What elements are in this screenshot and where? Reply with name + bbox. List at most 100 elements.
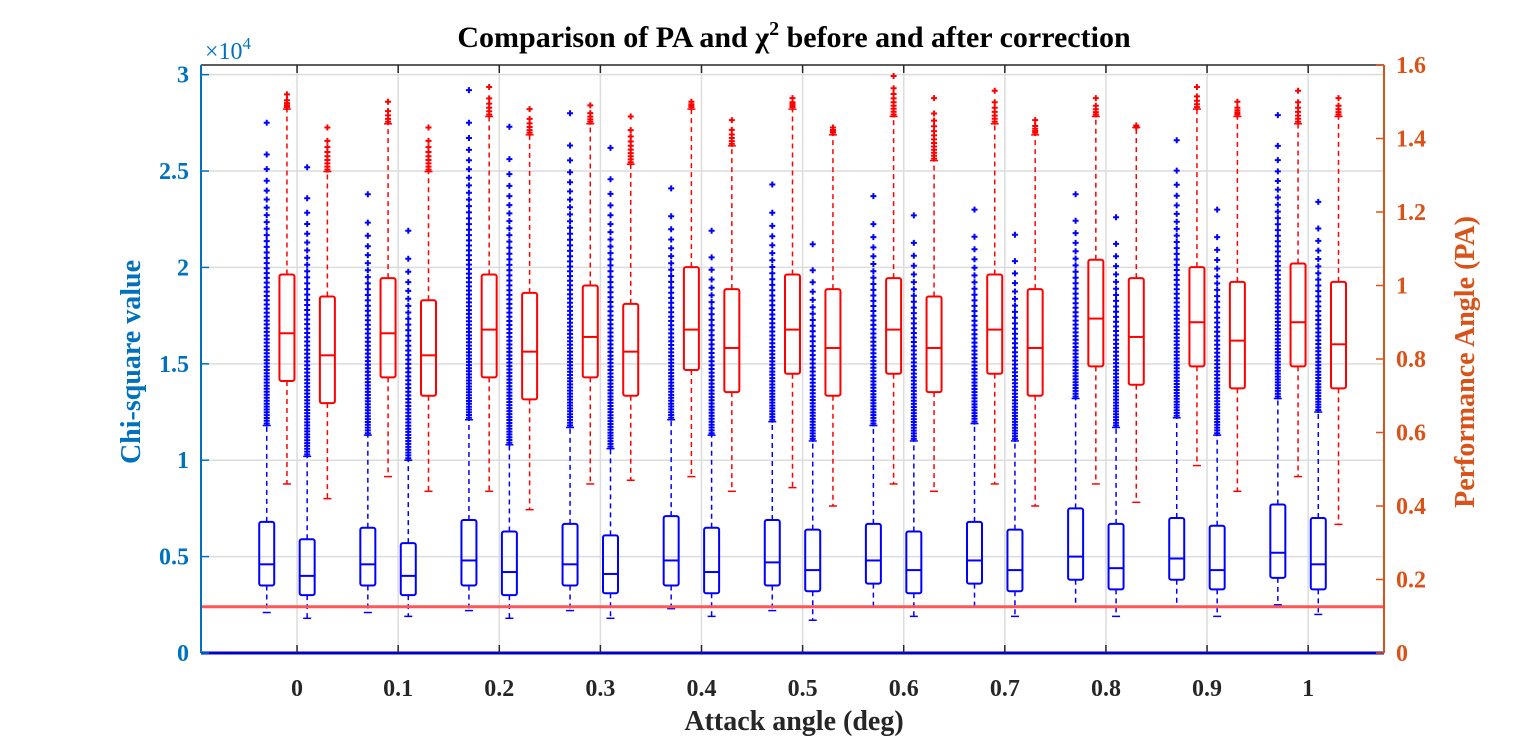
chi-after-outliers [1113, 214, 1120, 429]
chi-after-box [1208, 524, 1226, 591]
pa-after-outliers [425, 124, 432, 173]
pa-before-outliers [283, 91, 290, 111]
pa-after-box [1127, 277, 1145, 386]
chi-before-box [359, 526, 377, 587]
pa-before-outliers [587, 102, 594, 125]
chi-before-box [966, 520, 983, 585]
chi-before-outliers [1173, 137, 1180, 419]
chi-after-box [905, 530, 923, 595]
pa-after-box [622, 302, 640, 397]
pa-before-box [480, 273, 498, 379]
chi-after-outliers [910, 212, 917, 442]
chi-after-outliers [607, 144, 614, 450]
pa-before-box [1087, 258, 1105, 368]
right-tick-label: 1 [1396, 274, 1408, 300]
chi-before-box [1168, 517, 1186, 581]
chi-before-outliers [870, 193, 877, 427]
pa-after-outliers [627, 113, 634, 166]
left-tick-label: 0 [177, 641, 189, 667]
pa-after-outliers [931, 95, 938, 162]
pa-after-box [1330, 280, 1347, 390]
x-tick-label: 0.7 [990, 676, 1020, 702]
chi-after-outliers [1315, 198, 1322, 413]
chi-after-box [602, 534, 619, 595]
pa-after-outliers [1335, 95, 1342, 118]
chi-before-outliers [465, 87, 472, 421]
chart-title: Comparison of PA and χ2 before and after… [457, 18, 1131, 54]
x-tick-label: 0.9 [1192, 676, 1222, 702]
right-tick-label: 0.8 [1396, 347, 1426, 373]
chi-after-outliers [1214, 206, 1221, 437]
pa-after-outliers [728, 117, 735, 147]
chi-before-outliers [668, 185, 675, 421]
left-tick-label: 1 [177, 448, 189, 474]
chi-after-box [399, 542, 417, 597]
pa-before-outliers [890, 73, 897, 118]
chi-after-outliers [809, 241, 816, 442]
pa-after-outliers [526, 106, 533, 136]
left-tick-label: 2.5 [159, 159, 189, 185]
chi-before-outliers [1274, 112, 1281, 400]
pa-after-box [1026, 288, 1044, 397]
pa-after-box [318, 295, 336, 405]
chi-before-outliers [364, 191, 371, 437]
pa-after-outliers [324, 124, 331, 173]
x-tick-label: 1 [1302, 676, 1314, 702]
chi-before-box [460, 518, 478, 587]
chi-after-box [500, 530, 518, 597]
pa-before-outliers [991, 87, 998, 125]
chi-after-box [1309, 517, 1327, 591]
pa-after-outliers [1032, 117, 1039, 136]
chi-after-box [703, 526, 721, 595]
pa-after-box [420, 299, 437, 397]
x-axis-label: Attack angle (deg) [684, 706, 903, 737]
x-tick-label: 0.6 [889, 676, 919, 702]
pa-before-box [379, 277, 397, 379]
pa-after-outliers [829, 124, 836, 136]
chi-after-box [1006, 528, 1024, 593]
right-axis-label: Performance Angle (PA) [1450, 216, 1481, 508]
pa-before-outliers [486, 84, 493, 118]
chi-after-box [1107, 522, 1125, 591]
left-axis-exponent-power: 4 [243, 34, 252, 53]
pa-after-outliers [1133, 122, 1140, 131]
pa-before-box [581, 284, 599, 379]
chi-after-outliers [405, 227, 412, 462]
right-tick-label: 1.4 [1396, 127, 1426, 153]
pa-before-box [1188, 266, 1206, 368]
chi-before-outliers [971, 206, 978, 425]
x-tick-label: 0 [291, 676, 303, 702]
chi-before-box [763, 518, 781, 587]
right-tick-label: 1.2 [1396, 200, 1426, 226]
chi-before-box [662, 515, 680, 587]
chi-before-box [864, 522, 882, 585]
data-layer [201, 73, 1384, 655]
left-axis-exponent: ×104 [205, 34, 252, 65]
pa-before-box [682, 266, 700, 372]
pa-after-box [1228, 280, 1246, 390]
x-tick-label: 0.8 [1091, 676, 1121, 702]
right-tick-label: 0.2 [1396, 568, 1426, 594]
chi-before-box [258, 520, 276, 587]
chi-before-box [1269, 503, 1287, 579]
left-axis-label: Chi-square value [116, 260, 147, 464]
chi-before-outliers [263, 119, 270, 427]
chi-before-outliers [1072, 191, 1079, 400]
pa-before-box [784, 273, 801, 375]
pa-before-box [278, 273, 296, 383]
right-tick-label: 0 [1396, 641, 1408, 667]
left-tick-label: 2 [177, 255, 189, 281]
pa-before-box [986, 273, 1004, 375]
chi-before-outliers [769, 181, 776, 423]
x-tick-label: 0.3 [585, 676, 615, 702]
chi-after-outliers [506, 123, 513, 446]
chi-before-outliers [567, 110, 574, 429]
left-tick-label: 1.5 [159, 352, 189, 378]
pa-before-box [1289, 262, 1307, 368]
pa-before-outliers [1295, 87, 1302, 125]
x-tick-label: 0.5 [788, 676, 818, 702]
right-tick-label: 0.4 [1396, 494, 1426, 520]
pa-before-outliers [385, 98, 392, 125]
pa-after-outliers [1234, 98, 1241, 118]
